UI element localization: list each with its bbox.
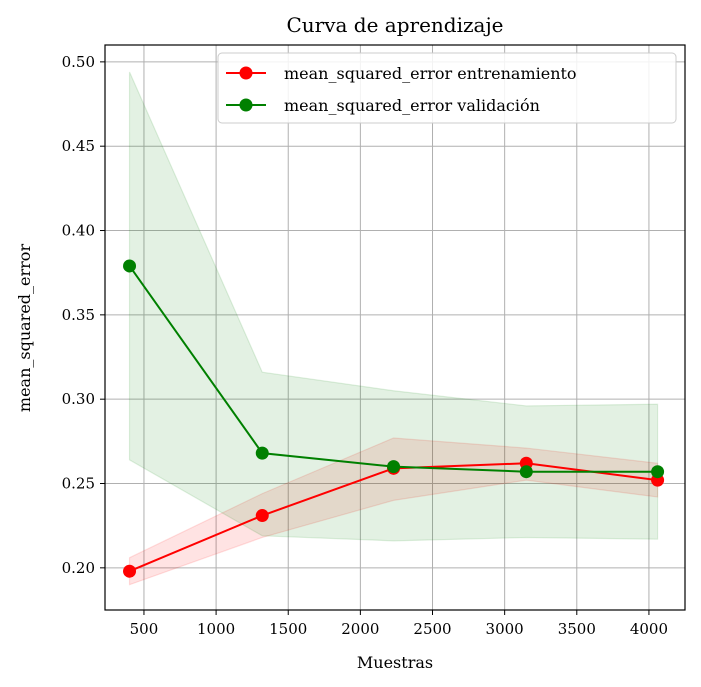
data-point-0 <box>255 509 269 523</box>
x-tick-label: 500 <box>130 620 159 638</box>
grid-lines <box>105 45 685 610</box>
data-point-1 <box>519 465 533 479</box>
legend: mean_squared_error entrenamiento mean_squ… <box>217 52 677 124</box>
x-tick-label: 2500 <box>413 620 451 638</box>
y-tick-label: 0.40 <box>62 222 95 240</box>
data-point-1 <box>651 465 665 479</box>
x-tick-label: 2000 <box>341 620 379 638</box>
y-tick-label: 0.20 <box>62 559 95 577</box>
y-axis-label: mean_squared_error <box>15 244 34 413</box>
x-tick-label: 1500 <box>269 620 307 638</box>
y-tick-label: 0.30 <box>62 390 95 408</box>
y-tick-label: 0.45 <box>62 137 95 155</box>
y-tick-label: 0.35 <box>62 306 95 324</box>
data-point-1 <box>387 460 401 474</box>
legend-swatch-marker <box>239 66 253 80</box>
y-axis-ticks: 0.20 0.25 0.30 0.35 0.40 0.45 0.50 <box>62 53 105 577</box>
data-point-1 <box>255 446 269 460</box>
x-tick-label: 3500 <box>558 620 596 638</box>
x-axis-label: Muestras <box>357 653 433 672</box>
x-axis-ticks: 500 1000 1500 2000 2500 3000 3500 4000 <box>130 610 668 638</box>
chart-title: Curva de aprendizaje <box>286 13 503 37</box>
data-point-1 <box>123 259 137 273</box>
y-tick-label: 0.50 <box>62 53 95 71</box>
x-tick-label: 3000 <box>486 620 524 638</box>
confidence-bands <box>128 71 659 586</box>
y-tick-label: 0.25 <box>62 475 95 493</box>
confidence-band-1 <box>128 71 659 542</box>
data-point-0 <box>123 564 137 578</box>
legend-box <box>217 52 677 124</box>
legend-entry-label: mean_squared_error validación <box>284 96 540 115</box>
series-points <box>123 259 665 578</box>
legend-swatch-marker <box>239 98 253 112</box>
legend-entry-label: mean_squared_error entrenamiento <box>284 64 577 83</box>
plot-frame <box>104 44 686 611</box>
x-tick-label: 4000 <box>630 620 668 638</box>
x-tick-label: 1000 <box>197 620 235 638</box>
